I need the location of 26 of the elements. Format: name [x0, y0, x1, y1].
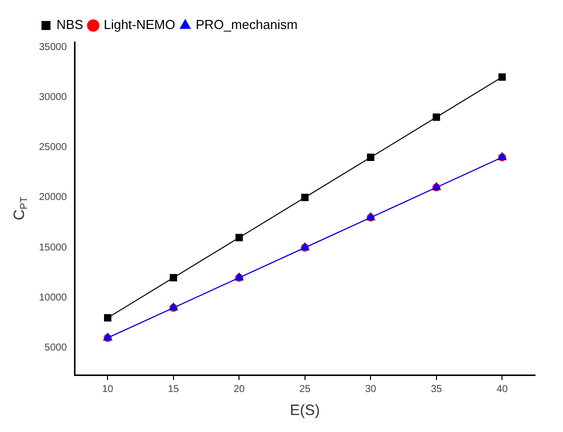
y-tick-label: 10000 [38, 292, 68, 304]
legend-label: NBS [56, 17, 84, 32]
point [104, 314, 112, 322]
y-tick-label: 25000 [38, 142, 68, 154]
x-tick-label: 30 [365, 384, 377, 395]
point [301, 194, 309, 202]
point [432, 114, 440, 121]
x-tick-label: 35 [430, 384, 442, 395]
y-tick-label: 20000 [38, 192, 68, 204]
y-tick-label: 15000 [38, 242, 68, 254]
x-tick-label: 40 [496, 384, 508, 395]
point [235, 234, 243, 242]
point [366, 154, 374, 162]
x-axis-title: E(S) [290, 402, 320, 420]
legend-label: Light-NEMO [104, 17, 176, 32]
x-tick-label: 15 [168, 384, 180, 395]
x-tick-label: 10 [102, 384, 114, 395]
x-tick-label: 20 [234, 384, 246, 395]
point [170, 274, 178, 282]
y-tick-label: 5000 [44, 342, 68, 354]
legend-label: PRO_mechanism [196, 17, 298, 32]
y-tick-label: 35000 [38, 42, 68, 53]
y-axis-title: CPT [11, 196, 30, 220]
x-tick-label: 25 [299, 384, 311, 395]
y-tick-label: 30000 [38, 92, 68, 103]
point [498, 73, 506, 81]
